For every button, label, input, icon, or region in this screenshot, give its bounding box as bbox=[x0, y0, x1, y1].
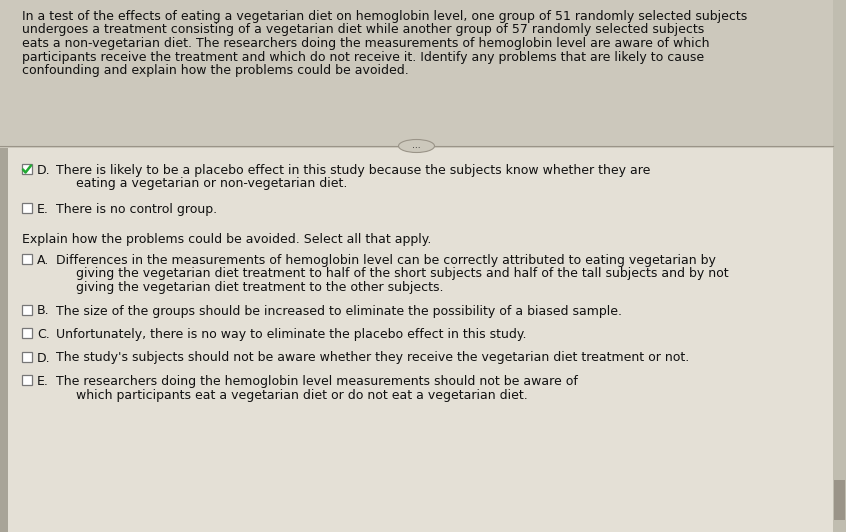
FancyBboxPatch shape bbox=[22, 304, 32, 314]
Text: A.: A. bbox=[37, 254, 49, 267]
FancyBboxPatch shape bbox=[22, 352, 32, 362]
FancyBboxPatch shape bbox=[0, 148, 8, 532]
FancyBboxPatch shape bbox=[0, 148, 846, 532]
Text: Explain how the problems could be avoided. Select all that apply.: Explain how the problems could be avoide… bbox=[22, 232, 431, 245]
Text: undergoes a treatment consisting of a vegetarian diet while another group of 57 : undergoes a treatment consisting of a ve… bbox=[22, 23, 704, 37]
Text: There is likely to be a placebo effect in this study because the subjects know w: There is likely to be a placebo effect i… bbox=[56, 164, 651, 177]
Text: The study's subjects should not be aware whether they receive the vegetarian die: The study's subjects should not be aware… bbox=[56, 352, 689, 364]
FancyBboxPatch shape bbox=[22, 203, 32, 213]
Text: C.: C. bbox=[37, 328, 50, 341]
FancyBboxPatch shape bbox=[833, 0, 846, 532]
FancyBboxPatch shape bbox=[22, 375, 32, 385]
FancyBboxPatch shape bbox=[22, 164, 32, 174]
Text: ...: ... bbox=[412, 142, 420, 151]
Text: D.: D. bbox=[37, 352, 51, 364]
Text: E.: E. bbox=[37, 203, 49, 216]
Text: participants receive the treatment and which do not receive it. Identify any pro: participants receive the treatment and w… bbox=[22, 51, 704, 63]
Text: B.: B. bbox=[37, 304, 50, 318]
Text: The size of the groups should be increased to eliminate the possibility of a bia: The size of the groups should be increas… bbox=[56, 304, 622, 318]
Text: giving the vegetarian diet treatment to the other subjects.: giving the vegetarian diet treatment to … bbox=[56, 281, 443, 294]
Text: eats a non-vegetarian diet. The researchers doing the measurements of hemoglobin: eats a non-vegetarian diet. The research… bbox=[22, 37, 710, 50]
Text: Differences in the measurements of hemoglobin level can be correctly attributed : Differences in the measurements of hemog… bbox=[56, 254, 716, 267]
FancyBboxPatch shape bbox=[0, 0, 846, 148]
FancyBboxPatch shape bbox=[834, 480, 845, 520]
Ellipse shape bbox=[398, 139, 435, 153]
Text: eating a vegetarian or non-vegetarian diet.: eating a vegetarian or non-vegetarian di… bbox=[56, 178, 348, 190]
Text: confounding and explain how the problems could be avoided.: confounding and explain how the problems… bbox=[22, 64, 409, 77]
Text: In a test of the effects of eating a vegetarian diet on hemoglobin level, one gr: In a test of the effects of eating a veg… bbox=[22, 10, 747, 23]
Text: D.: D. bbox=[37, 164, 51, 177]
Text: There is no control group.: There is no control group. bbox=[56, 203, 217, 216]
Text: Unfortunately, there is no way to eliminate the placebo effect in this study.: Unfortunately, there is no way to elimin… bbox=[56, 328, 526, 341]
FancyBboxPatch shape bbox=[22, 254, 32, 264]
Text: which participants eat a vegetarian diet or do not eat a vegetarian diet.: which participants eat a vegetarian diet… bbox=[56, 388, 528, 402]
FancyBboxPatch shape bbox=[22, 328, 32, 338]
Text: The researchers doing the hemoglobin level measurements should not be aware of: The researchers doing the hemoglobin lev… bbox=[56, 375, 578, 388]
Text: giving the vegetarian diet treatment to half of the short subjects and half of t: giving the vegetarian diet treatment to … bbox=[56, 268, 728, 280]
Text: E.: E. bbox=[37, 375, 49, 388]
